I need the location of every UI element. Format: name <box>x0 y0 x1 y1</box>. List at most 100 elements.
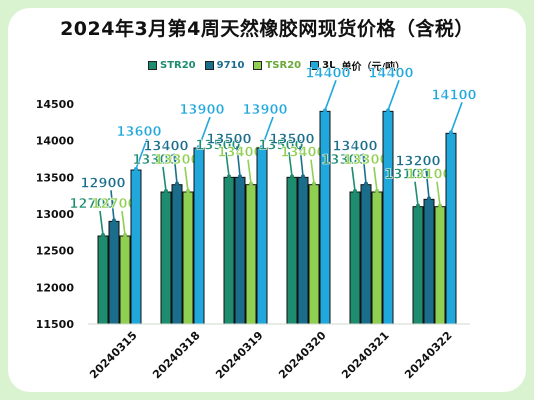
legend-item-9710: 9710 <box>204 59 245 71</box>
data-label: 13500 <box>195 138 240 153</box>
y-tick-label: 14500 <box>36 98 75 111</box>
data-label-leader <box>110 190 115 221</box>
legend-label-tsr20: TSR20 <box>265 59 302 71</box>
legend-label-9710: 9710 <box>216 59 245 71</box>
bar <box>445 132 457 325</box>
bar <box>382 110 394 325</box>
data-label-anchor <box>353 189 357 193</box>
data-label-anchor <box>312 181 316 186</box>
data-label-anchor <box>175 181 179 186</box>
bar <box>223 176 235 325</box>
data-label-leader <box>436 181 441 206</box>
data-label-leader <box>351 166 356 192</box>
legend-swatch-tsr20 <box>253 60 263 70</box>
data-label: 13500 <box>269 132 314 147</box>
x-tick-label: 20240320 <box>276 329 329 382</box>
data-label: 13300 <box>321 153 366 168</box>
bar <box>412 206 424 325</box>
bar <box>434 206 446 325</box>
legend-swatch-9710 <box>204 60 214 70</box>
data-label-anchor <box>427 196 431 201</box>
bar <box>97 235 109 325</box>
data-label-leader <box>135 138 148 170</box>
data-label: 13400 <box>332 140 377 155</box>
data-label-anchor <box>123 233 127 237</box>
bar <box>130 169 142 325</box>
data-label-leader <box>225 152 230 177</box>
data-label-anchor <box>438 203 442 208</box>
bar <box>256 147 268 325</box>
data-label-anchor <box>249 181 253 186</box>
y-tick-label: 13000 <box>36 208 75 221</box>
data-label-leader <box>450 102 463 133</box>
data-label-anchor <box>164 189 168 193</box>
data-label-anchor <box>416 203 420 208</box>
bar <box>423 198 435 325</box>
data-label: 13900 <box>179 103 224 118</box>
data-label-leader <box>162 166 167 192</box>
data-label-leader <box>414 181 419 206</box>
data-label: 14400 <box>368 66 413 81</box>
legend-swatch-str20 <box>148 60 157 70</box>
data-label-leader <box>173 153 178 184</box>
data-label: 14400 <box>305 66 350 81</box>
data-label: 13400 <box>143 140 188 155</box>
bar <box>193 147 205 325</box>
data-label: 13600 <box>116 125 161 140</box>
data-label-leader <box>198 116 211 148</box>
y-tick-label: 12000 <box>36 281 75 294</box>
data-label-leader <box>184 166 189 192</box>
chart-title: 2024年3月第4周天然橡胶网现货价格（含税） <box>60 18 474 40</box>
data-label-anchor <box>186 189 190 193</box>
data-label-leader <box>288 152 293 177</box>
data-label: 12900 <box>80 176 125 191</box>
x-tick-label: 20240315 <box>87 329 139 381</box>
x-tick-label: 20240318 <box>150 329 202 381</box>
data-label: 13400 <box>217 146 262 161</box>
bar <box>297 176 309 325</box>
data-label-anchor <box>290 174 294 179</box>
data-label: 13500 <box>206 132 251 147</box>
x-tick-label: 20240319 <box>213 329 265 381</box>
data-label-leader <box>373 166 378 192</box>
bar <box>286 176 298 325</box>
legend-item-tsr20: TSR20 <box>253 60 301 71</box>
data-label-leader <box>387 80 400 111</box>
x-tick-label: 20240321 <box>339 329 391 381</box>
data-label-leader <box>425 168 430 199</box>
data-label-anchor <box>227 174 231 179</box>
data-label-anchor <box>238 174 242 179</box>
data-label-anchor <box>112 218 116 223</box>
bar <box>171 184 183 325</box>
bar <box>319 110 331 325</box>
data-label-leader <box>247 159 252 184</box>
y-tick-label: 13500 <box>36 171 75 184</box>
data-label: 13500 <box>258 138 303 153</box>
data-label: 13300 <box>343 153 388 168</box>
data-label-anchor <box>134 167 138 171</box>
bar <box>349 191 361 325</box>
data-label: 13100 <box>384 168 429 183</box>
bar <box>119 235 131 325</box>
y-tick-label: 14000 <box>36 135 75 148</box>
bar <box>108 220 120 325</box>
data-label-anchor <box>386 108 390 113</box>
data-label-leader <box>324 80 337 111</box>
data-label-leader <box>236 146 241 177</box>
bar <box>360 184 372 325</box>
data-label: 14100 <box>431 88 476 103</box>
legend-item-str20: STR20 <box>148 60 196 71</box>
data-label-leader <box>99 210 104 236</box>
bar <box>182 191 194 325</box>
data-label-leader <box>121 210 126 236</box>
data-label: 13300 <box>132 153 177 168</box>
data-label-leader <box>299 146 304 177</box>
data-label-anchor <box>375 189 379 193</box>
x-tick-label: 20240322 <box>402 329 454 381</box>
bar <box>245 184 257 325</box>
data-label-anchor <box>260 145 264 149</box>
legend-label-3l: 3L <box>322 59 336 71</box>
data-label-anchor <box>364 181 368 186</box>
data-label-leader <box>310 159 315 184</box>
data-label: 12700 <box>69 197 114 212</box>
